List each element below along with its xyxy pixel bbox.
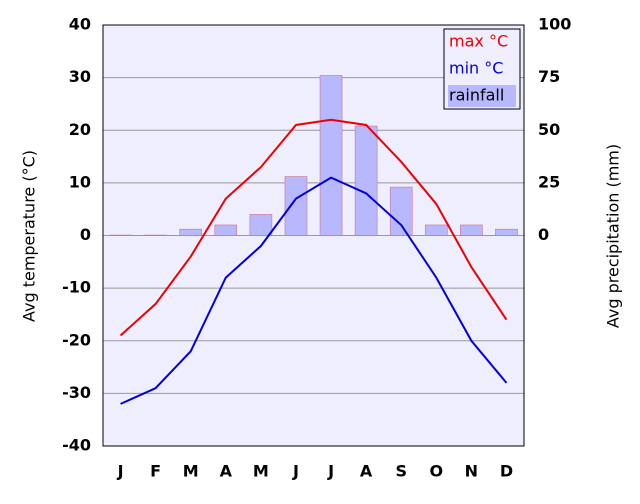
y2-tick-label: 25: [538, 172, 560, 191]
x-tick-label: J: [327, 462, 334, 481]
y-tick-label: 10: [69, 172, 91, 191]
x-tick-label: A: [360, 462, 373, 481]
y2-tick-label: 75: [538, 67, 560, 86]
legend-label: min °C: [449, 59, 503, 78]
bar: [495, 229, 517, 235]
y-tick-label: 20: [69, 120, 91, 139]
y2-tick-label: 50: [538, 120, 560, 139]
bar: [460, 225, 482, 236]
x-tick-label: J: [117, 462, 124, 481]
y-tick-label: -20: [62, 330, 91, 349]
bar: [425, 225, 447, 236]
y2-tick-label: 0: [538, 225, 549, 244]
x-tick-label: M: [183, 462, 199, 481]
bar: [320, 76, 342, 236]
x-tick-label: M: [253, 462, 269, 481]
legend-label: rainfall: [449, 86, 504, 105]
bar: [250, 214, 272, 235]
x-tick-label: D: [500, 462, 513, 481]
y-axis-label: Avg temperature (°C): [20, 150, 39, 322]
x-tick-label: O: [429, 462, 443, 481]
y-tick-label: 30: [69, 67, 91, 86]
y-tick-label: 40: [69, 15, 91, 34]
y-tick-label: 0: [80, 225, 91, 244]
y2-tick-label: 100: [538, 15, 571, 34]
bar: [180, 229, 202, 235]
x-tick-label: J: [292, 462, 299, 481]
x-tick-label: N: [465, 462, 478, 481]
x-tick-label: S: [395, 462, 407, 481]
bar: [390, 187, 412, 235]
x-tick-label: F: [150, 462, 161, 481]
y-tick-label: -10: [62, 278, 91, 297]
y-tick-label: -30: [62, 383, 91, 402]
x-tick-label: A: [220, 462, 233, 481]
y-tick-label: -40: [62, 436, 91, 455]
legend-label: max °C: [449, 32, 508, 51]
bar: [215, 225, 237, 236]
y2-axis-label: Avg precipitation (mm): [604, 144, 623, 328]
bar: [285, 177, 307, 236]
bar: [355, 126, 377, 235]
